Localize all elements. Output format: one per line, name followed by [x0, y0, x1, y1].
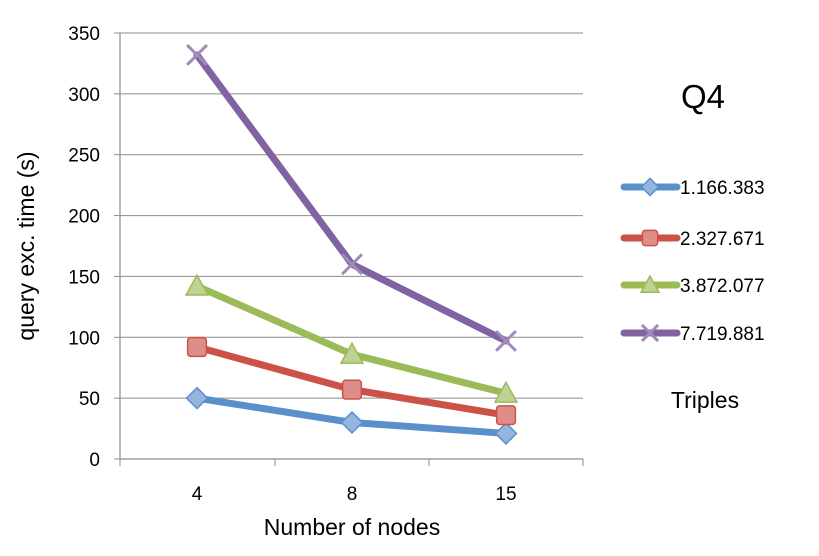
x-tick-label: 8 — [347, 484, 358, 505]
series-line — [193, 51, 510, 345]
legend-label: 2.327.671 — [680, 229, 765, 250]
y-tick-label: 350 — [68, 24, 100, 45]
legend-title: Triples — [671, 387, 739, 413]
y-tick-label: 0 — [89, 450, 100, 471]
data-point — [186, 43, 208, 66]
y-tick-label: 150 — [68, 267, 100, 288]
data-point — [495, 329, 517, 352]
legend-label: 3.872.077 — [680, 276, 765, 297]
data-point — [184, 273, 210, 296]
axes — [114, 32, 584, 466]
data-point — [340, 410, 364, 434]
series-lines — [193, 51, 510, 437]
series-line — [193, 282, 510, 397]
legend-label: 7.719.881 — [680, 324, 765, 345]
data-point — [341, 253, 363, 276]
y-axis-title: query exc. time (s) — [13, 151, 39, 340]
data-point — [493, 380, 519, 403]
x-tick-label: 15 — [495, 484, 516, 505]
y-tick-label: 250 — [68, 146, 100, 167]
chart-title: Q4 — [681, 78, 725, 115]
legend-label: 1.166.383 — [680, 178, 765, 199]
legend-marker — [639, 274, 661, 293]
y-tick-label: 300 — [68, 85, 100, 106]
series-markers — [184, 43, 519, 445]
y-tick-label: 50 — [79, 389, 100, 410]
data-point — [495, 405, 517, 426]
data-point — [186, 336, 208, 358]
legend-marker — [640, 323, 660, 343]
legend-marker — [641, 229, 659, 247]
legend-marker — [640, 177, 660, 197]
x-axis-title: Number of nodes — [264, 514, 440, 540]
data-point — [341, 379, 363, 400]
y-tick-label: 200 — [68, 207, 100, 228]
chart-text: 0 50 100 150 200 250 300 350 4 8 15 Number of nodes… — [13, 24, 725, 540]
y-tick-label: 100 — [68, 328, 100, 349]
data-point — [339, 341, 365, 364]
data-point — [185, 386, 209, 410]
x-tick-label: 4 — [192, 484, 203, 505]
data-point — [494, 421, 518, 445]
legend: 1.166.383 2.327.671 3.872.077 7.719.881 Trip… — [620, 177, 765, 413]
